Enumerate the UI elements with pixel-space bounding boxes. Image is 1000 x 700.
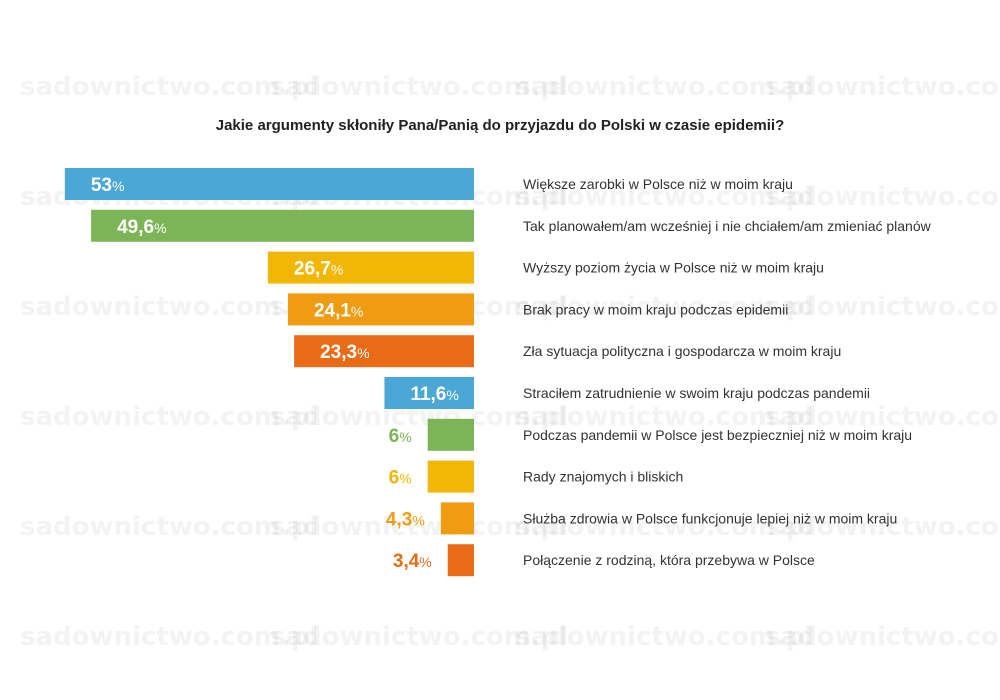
value-label-3: 24,1% <box>314 300 363 321</box>
watermark-text-3: sadownictwo.com.pl <box>765 72 1000 102</box>
watermark-text-10: sadownictwo.com.pl <box>515 292 813 322</box>
watermark-text-21: sadownictwo.com.pl <box>270 622 568 652</box>
watermark-text-19: sadownictwo.com.pl <box>765 512 1000 542</box>
watermark-layer: sadownictwo.com.plsadownictwo.com.plsado… <box>20 72 1000 652</box>
bar-3 <box>287 293 474 326</box>
watermark-text-7: sadownictwo.com.pl <box>765 182 1000 212</box>
category-label-0: Większe zarobki w Polsce niż w moim kraj… <box>523 176 793 192</box>
bar-9 <box>447 544 474 577</box>
watermark-text-11: sadownictwo.com.pl <box>765 292 1000 322</box>
bar-4 <box>294 335 474 368</box>
bar-0 <box>64 168 474 200</box>
category-label-8: Służba zdrowia w Polsce funkcjonuje lepi… <box>523 510 897 526</box>
category-label-2: Wyższy poziom życia w Polsce niż w moim … <box>523 260 824 276</box>
watermark-text-16: sadownictwo.com.pl <box>20 512 318 542</box>
watermark-text-6: sadownictwo.com.pl <box>515 182 813 212</box>
value-label-5: 11,6% <box>410 384 458 405</box>
watermark-text-2: sadownictwo.com.pl <box>515 72 813 102</box>
category-label-1: Tak planowałem/am wcześniej i nie chciał… <box>523 218 932 234</box>
watermark-text-1: sadownictwo.com.pl <box>270 72 568 102</box>
watermark-text-18: sadownictwo.com.pl <box>515 512 813 542</box>
watermark-text-0: sadownictwo.com.pl <box>20 72 318 102</box>
bar-8 <box>440 502 474 535</box>
category-label-7: Rady znajomych i bliskich <box>523 469 683 485</box>
value-label-2: 26,7% <box>294 259 343 280</box>
watermark-text-20: sadownictwo.com.pl <box>20 622 318 652</box>
watermark-text-12: sadownictwo.com.pl <box>20 402 318 432</box>
watermark-text-23: sadownictwo.com.pl <box>765 622 1000 652</box>
watermark-text-8: sadownictwo.com.pl <box>20 292 318 322</box>
category-label-6: Podczas pandemii w Polsce jest bezpieczn… <box>523 427 912 443</box>
chart-title: Jakie argumenty skłoniły Pana/Panią do p… <box>215 117 785 134</box>
bar-1 <box>91 209 474 242</box>
value-label-9: 3,4% <box>393 551 432 572</box>
category-label-3: Brak pracy w moim kraju podczas epidemii <box>523 301 788 317</box>
bar-7 <box>427 460 474 493</box>
category-label-5: Straciłem zatrudnienie w swoim kraju pod… <box>523 385 870 401</box>
category-label-4: Zła sytuacja polityczna i gospodarcza w … <box>523 343 841 359</box>
bar-6 <box>427 418 474 451</box>
watermark-text-22: sadownictwo.com.pl <box>515 622 813 652</box>
value-label-1: 49,6% <box>117 217 166 238</box>
bars-group: 53% Większe zarobki w Polsce niż w moim k… <box>64 168 932 577</box>
watermark-text-14: sadownictwo.com.pl <box>515 402 813 432</box>
watermark-text-17: sadownictwo.com.pl <box>270 512 568 542</box>
value-label-4: 23,3% <box>320 342 369 363</box>
value-label-7: 6% <box>389 468 412 489</box>
bar-5 <box>384 377 474 409</box>
category-label-9: Połączenie z rodziną, która przebywa w P… <box>523 552 815 568</box>
value-label-0: 53% <box>91 175 125 196</box>
bar-2 <box>267 251 474 284</box>
watermark-text-15: sadownictwo.com.pl <box>765 402 1000 432</box>
value-label-6: 6% <box>389 426 412 447</box>
value-label-8: 4,3% <box>386 509 425 530</box>
